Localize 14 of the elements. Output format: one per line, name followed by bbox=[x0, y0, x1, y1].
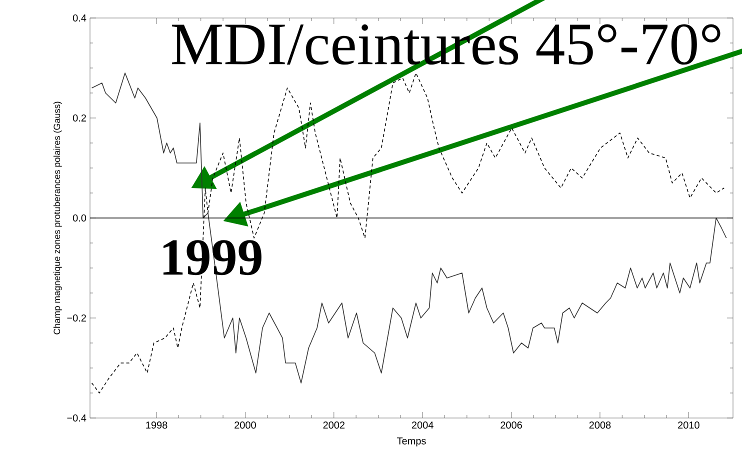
y-tick-label: −0.2 bbox=[67, 314, 86, 322]
x-tick-label: 2004 bbox=[412, 422, 434, 429]
y-axis-title: Champ magnetique zones protuberances polaires (Gauss) bbox=[53, 102, 62, 334]
x-tick-label: 1998 bbox=[146, 422, 168, 429]
x-axis-title: Temps bbox=[396, 437, 426, 446]
y-tick-label: 0.2 bbox=[72, 114, 86, 122]
x-tick-label: 2000 bbox=[234, 422, 256, 429]
y-tick-label: 0.4 bbox=[72, 14, 86, 22]
y-tick-label: 0.0 bbox=[72, 214, 86, 222]
x-tick-label: 2006 bbox=[500, 422, 522, 429]
x-tick-label: 2008 bbox=[589, 422, 611, 429]
y-tick-label: −0.4 bbox=[67, 414, 86, 422]
x-tick-label: 2002 bbox=[323, 422, 345, 429]
x-tick-label: 2010 bbox=[678, 422, 700, 429]
